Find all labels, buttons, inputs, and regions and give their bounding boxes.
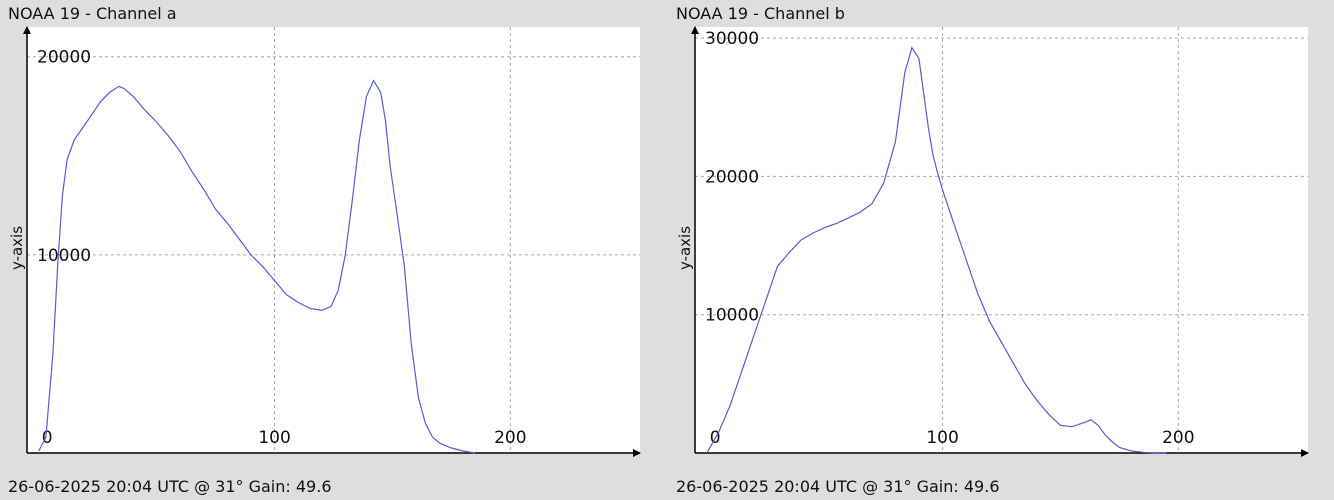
chart-plot-area: 0 100 200 10000 20000 [23,26,641,457]
y-tick-label: 20000 [705,167,759,187]
y-axis-label: y-axis [676,225,694,271]
y-tick-label: 10000 [37,246,91,266]
y-tick-label: 10000 [705,306,759,326]
plot-background [27,27,640,453]
chart-panel-channel-b: NOAA 19 - Channel b 0 100 200 10000 20000 300… [668,0,1334,500]
series-line [38,79,476,454]
x-tick-label: 100 [926,428,958,448]
x-tick-label: 200 [1162,428,1194,448]
chart-title: NOAA 19 - Channel b [676,4,845,23]
y-axis-label: y-axis [8,225,26,271]
chart-panel-channel-a: NOAA 19 - Channel a 0 100 200 10000 20000 y-… [0,0,666,500]
y-axis-arrow [691,26,699,34]
x-axis-arrow [1301,449,1309,457]
y-tick-label: 30000 [705,29,759,49]
status-footer: 26-06-2025 20:04 UTC @ 31° Gain: 49.6 [8,477,332,496]
chart-title: NOAA 19 - Channel a [8,4,177,23]
series-line [706,46,1167,454]
plot-background [695,27,1308,453]
status-footer: 26-06-2025 20:04 UTC @ 31° Gain: 49.6 [676,477,1000,496]
y-axis-arrow [23,26,31,34]
y-tick-label: 20000 [37,48,91,68]
x-tick-label: 200 [494,428,526,448]
x-tick-label: 0 [42,428,53,448]
x-axis-arrow [633,449,641,457]
x-tick-label: 100 [258,428,290,448]
